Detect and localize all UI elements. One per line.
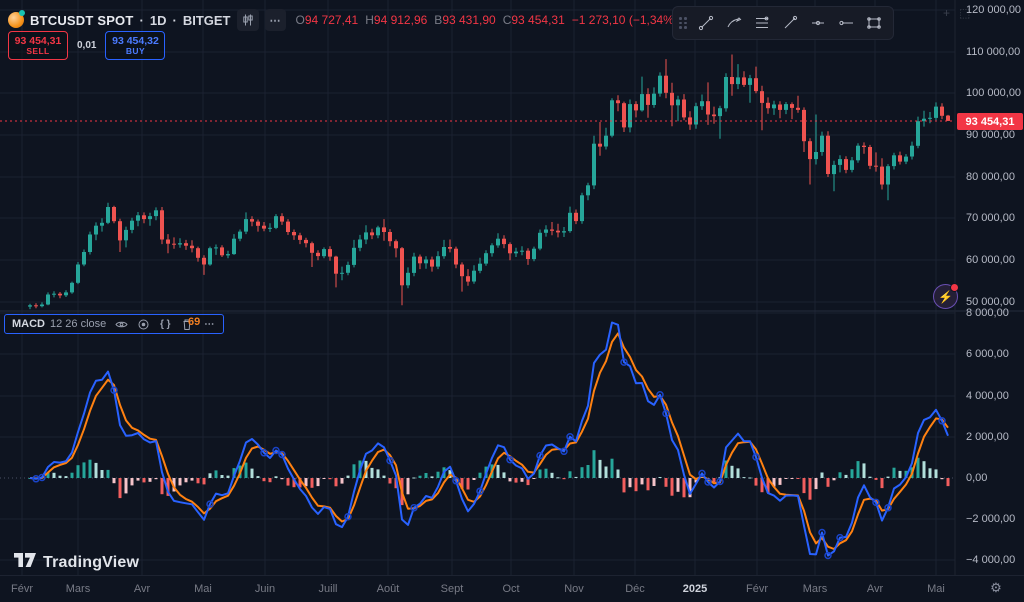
macd-params: 12 26 close (50, 318, 107, 330)
sell-price: 93 454,31 (14, 34, 62, 47)
more-options-icon[interactable]: ⋯ (204, 318, 215, 330)
spread-value: 0,01 (77, 40, 97, 51)
scale-reset-icon[interactable]: ⬚ (959, 6, 972, 20)
horizontal-ray-tool-icon[interactable] (833, 10, 859, 36)
time-axis-label: Mars (802, 583, 828, 595)
last-price-tag: 93 454,31 (957, 113, 1023, 130)
macd-indicator-legend[interactable]: MACD 12 26 close { } ⋯ (4, 314, 225, 334)
time-axis[interactable]: Févr Mars Avr Mai Juin Juill Août Sept Oct Nov Déc… (0, 575, 1024, 602)
time-axis-label: Août (376, 583, 400, 595)
macd-cross-markers (32, 358, 946, 560)
tradingview-watermark: TradingView (14, 553, 139, 572)
time-axis-label: Févr (746, 583, 768, 595)
trend-angle-tool-icon[interactable] (777, 10, 803, 36)
notification-dot (950, 283, 959, 292)
toolbar-drag-handle-icon[interactable] (679, 17, 687, 29)
candles-icon (242, 14, 253, 26)
change-value: −1 273,10 (−1,34%) (571, 13, 678, 27)
low-value: 93 431,90 (442, 13, 496, 27)
open-value: 94 727,41 (304, 13, 359, 27)
price-axis-label: 80 000,00 (966, 171, 1015, 183)
plus-icon[interactable]: + (943, 6, 951, 20)
settings-icon[interactable] (136, 317, 150, 331)
tradingview-logo-icon (14, 553, 36, 567)
close-value: 93 454,31 (511, 13, 565, 27)
timeframe-label[interactable]: 1D (149, 12, 167, 28)
brush-tool-icon[interactable] (721, 10, 747, 36)
trend-line-tool-icon[interactable] (693, 10, 719, 36)
signal-line (29, 332, 949, 550)
time-axis-label: Juin (254, 583, 276, 595)
fib-retracement-tool-icon[interactable] (749, 10, 775, 36)
buy-price: 93 454,32 (112, 34, 159, 47)
macd-axis-label: 6 000,00 (966, 348, 1009, 360)
price-axis-label: 90 000,00 (966, 129, 1015, 141)
time-axis-label: Sept (440, 583, 464, 595)
ohlc-readout: O94 727,41 H94 912,96 B93 431,90 C93 454… (295, 13, 678, 27)
macd-axis-label: 4 000,00 (966, 390, 1009, 402)
macd-axis-label: 2 000,00 (966, 431, 1009, 443)
price-axis-label: 60 000,00 (966, 254, 1015, 266)
macd-current-value: 69 (188, 316, 201, 328)
time-axis-label: Oct (502, 583, 520, 595)
rectangle-tool-icon[interactable] (861, 10, 887, 36)
delete-icon[interactable] (180, 317, 194, 331)
time-axis-label: Févr (11, 583, 33, 595)
time-axis-label: Juill (318, 583, 338, 595)
macd-axis-label: −4 000,00 (966, 554, 1016, 566)
horizontal-line-tool-icon[interactable] (805, 10, 831, 36)
time-axis-label: Avr (866, 583, 884, 595)
drawing-toolbar[interactable] (672, 6, 894, 40)
lightning-icon: ⚡ (938, 289, 953, 304)
macd-title: MACD (12, 318, 45, 330)
macd-axis-label: 8 000,00 (966, 307, 1009, 319)
time-axis-label: Mars (65, 583, 91, 595)
legend-separator: · (172, 12, 177, 28)
time-axis-label: 2025 (682, 583, 708, 595)
legend-separator: · (139, 12, 144, 28)
buy-button[interactable]: 93 454,32 BUY (105, 31, 166, 60)
exchange-name: BITGET (182, 12, 231, 28)
exchange-logo-icon (8, 10, 25, 28)
time-axis-label: Avr (133, 583, 151, 595)
time-axis-label: Mai (194, 583, 212, 595)
flash-alerts-button[interactable]: ⚡ (933, 283, 959, 309)
price-axis-label: 70 000,00 (966, 212, 1015, 224)
price-axis-label: 110 000,00 (966, 46, 1021, 58)
eye-icon[interactable] (114, 317, 128, 331)
legend-more-button[interactable]: ⋯ (264, 9, 286, 31)
high-value: 94 912,96 (373, 13, 428, 27)
macd-axis-label: 0,00 (966, 472, 988, 484)
time-axis-label: Déc (625, 583, 645, 595)
sell-button[interactable]: 93 454,31 SELL (8, 31, 68, 60)
time-axis-label: Mai (927, 583, 945, 595)
macd-axis-label: −2 000,00 (966, 513, 1016, 525)
symbol-name[interactable]: BTCUSDT SPOT (30, 12, 134, 28)
candlestick-series (28, 54, 950, 310)
symbol-legend[interactable]: BTCUSDT SPOT · 1D · BITGET ⋯ O94 727,41 … (8, 9, 678, 31)
source-code-icon[interactable]: { } (159, 318, 171, 330)
axis-settings-gear-icon[interactable]: ⚙ (990, 580, 1002, 595)
price-axis-label: 100 000,00 (966, 87, 1022, 99)
price-axis-label: 50 000,00 (966, 296, 1015, 308)
time-axis-label: Nov (564, 583, 584, 595)
price-axis-label: 120 000,00 (966, 4, 1022, 16)
macd-line (29, 321, 949, 557)
chart-style-button[interactable] (236, 9, 259, 31)
